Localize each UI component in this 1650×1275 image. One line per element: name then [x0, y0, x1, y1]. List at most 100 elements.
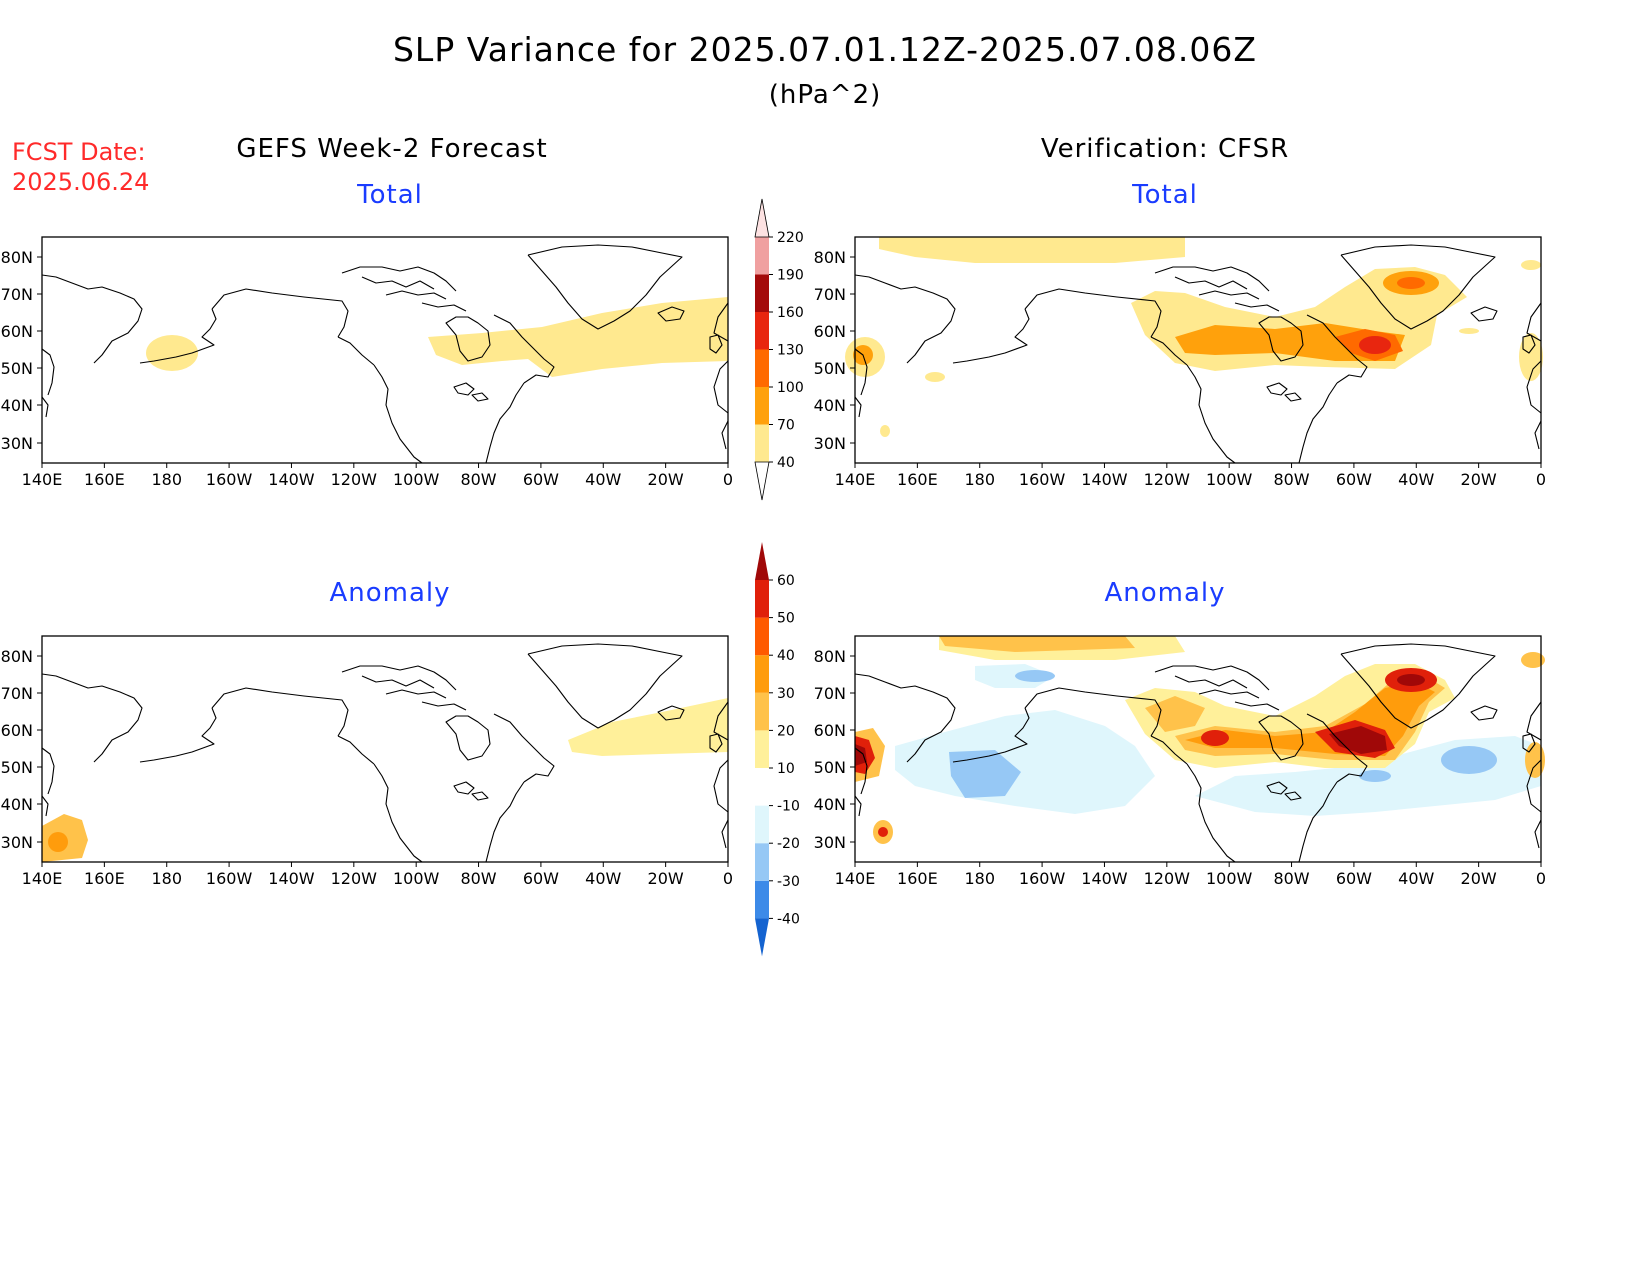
- lon-tick-label: 140E: [22, 470, 63, 489]
- colorbar-label: 160: [777, 305, 804, 321]
- colorbar-top-arrow: [754, 198, 770, 238]
- lon-tick-label: 160E: [897, 869, 938, 888]
- lon-tick-label: 100W: [1206, 869, 1253, 888]
- lon-tick-label: 140W: [268, 470, 315, 489]
- lat-tick-label: 30N: [1, 833, 33, 852]
- map-panel-verification-anomaly: [854, 635, 1545, 863]
- lon-tick-label: 140W: [1081, 470, 1128, 489]
- lon-tick-label: 120W: [331, 869, 378, 888]
- lon-tick-label: 100W: [393, 470, 440, 489]
- panel-title-forecast-anomaly: Anomaly: [329, 578, 451, 608]
- contour-fill: [845, 237, 1543, 437]
- lon-tick-label: 160E: [897, 470, 938, 489]
- colorbar-label: -10: [777, 799, 800, 815]
- lon-tick-label: 40W: [585, 869, 621, 888]
- contour-fill: [146, 297, 728, 377]
- lon-tick-label: 60W: [1336, 470, 1372, 489]
- lon-tick-label: 180: [151, 470, 182, 489]
- lon-tick-label: 0: [723, 470, 733, 489]
- lon-tick-label: 180: [964, 470, 995, 489]
- lon-tick-label: 120W: [1144, 869, 1191, 888]
- lat-tick-label: 40N: [814, 396, 846, 415]
- lat-tick-label: 50N: [814, 359, 846, 378]
- lon-tick-label: 60W: [1336, 869, 1372, 888]
- colorbar-total: 40 70 100 130 160 190 220: [754, 198, 804, 501]
- lon-tick-label: 60W: [523, 470, 559, 489]
- colorbar-swatch: [755, 312, 769, 350]
- lat-tick-label: 50N: [814, 758, 846, 777]
- lat-tick-label: 30N: [1, 434, 33, 453]
- panel-title-verification-total: Total: [1132, 180, 1198, 210]
- lon-tick-label: 160W: [1019, 869, 1066, 888]
- colorbar-swatch: [755, 349, 769, 387]
- lat-tick-label: 60N: [1, 322, 33, 341]
- lon-tick-label: 100W: [1206, 470, 1253, 489]
- colorbar-anomaly: -40 -30 -20 -10 10 20 30 40 50 60: [755, 542, 800, 957]
- lat-tick-label: 50N: [1, 758, 33, 777]
- colorbar-swatch: [755, 692, 769, 731]
- colorbar-label: -20: [777, 836, 800, 852]
- colorbar-bottom-arrow: [755, 918, 769, 957]
- lat-tick-label: 80N: [814, 647, 846, 666]
- lon-tick-label: 40W: [1398, 869, 1434, 888]
- lon-tick-label: 140E: [835, 470, 876, 489]
- right-column-heading: Verification: CFSR: [1040, 134, 1290, 164]
- colorbar-swatch: [755, 880, 769, 919]
- lat-tick-label: 30N: [814, 833, 846, 852]
- panel-title-verification-anomaly: Anomaly: [1104, 578, 1226, 608]
- colorbar-label: 50: [777, 611, 795, 627]
- lat-tick-label: 70N: [1, 285, 33, 304]
- forecast-date-value: 2025.06.24: [12, 168, 150, 196]
- lon-tick-label: 0: [1536, 869, 1546, 888]
- colorbar-label: 70: [777, 418, 795, 434]
- colorbar-swatch: [755, 805, 769, 844]
- lon-tick-label: 120W: [331, 470, 378, 489]
- lon-tick-label: 140W: [1081, 869, 1128, 888]
- lon-tick-label: 40W: [585, 470, 621, 489]
- lon-tick-label: 140W: [268, 869, 315, 888]
- lat-tick-label: 60N: [814, 721, 846, 740]
- colorbar-label: 30: [777, 686, 795, 702]
- lon-tick-label: 80W: [1273, 470, 1309, 489]
- lon-tick-label: 160E: [84, 869, 125, 888]
- colorbar-label: 100: [777, 380, 804, 396]
- map-panel-verification-total: [845, 236, 1543, 464]
- lon-tick-label: 20W: [648, 470, 684, 489]
- lon-tick-label: 40W: [1398, 470, 1434, 489]
- colorbar-label: 10: [777, 761, 795, 777]
- left-column-heading: GEFS Week-2 Forecast: [236, 134, 548, 164]
- lon-tick-label: 140E: [22, 869, 63, 888]
- colorbar-swatch: [755, 274, 769, 312]
- colorbar-label: 190: [777, 268, 804, 284]
- lat-tick-label: 70N: [814, 285, 846, 304]
- lon-tick-label: 160E: [84, 470, 125, 489]
- lat-tick-label: 60N: [1, 721, 33, 740]
- contour-fill: [42, 698, 728, 862]
- lon-tick-label: 180: [964, 869, 995, 888]
- figure-units: (hPa^2): [768, 80, 882, 110]
- colorbar-swatch: [755, 424, 769, 462]
- colorbar-label: 40: [777, 455, 795, 471]
- lon-tick-label: 20W: [1461, 470, 1497, 489]
- lat-tick-label: 70N: [1, 684, 33, 703]
- figure-title: SLP Variance for 2025.07.01.12Z-2025.07.…: [392, 30, 1258, 69]
- colorbar-swatch: [755, 580, 769, 618]
- lon-tick-label: 20W: [1461, 869, 1497, 888]
- lon-tick-label: 0: [1536, 470, 1546, 489]
- colorbar-label: 40: [777, 648, 795, 664]
- lon-tick-label: 20W: [648, 869, 684, 888]
- colorbar-swatch: [755, 655, 769, 693]
- colorbar-swatch: [755, 730, 769, 768]
- lon-tick-label: 60W: [523, 869, 559, 888]
- colorbar-label: -30: [777, 874, 800, 890]
- colorbar-swatch: [755, 843, 769, 881]
- colorbar-label: 60: [777, 573, 795, 589]
- colorbar-swatch: [755, 387, 769, 425]
- lon-tick-label: 100W: [393, 869, 440, 888]
- map-panel-forecast-anomaly: [41, 635, 729, 863]
- lon-tick-label: 160W: [206, 470, 253, 489]
- lat-tick-label: 80N: [814, 248, 846, 267]
- colorbar-label: 130: [777, 343, 804, 359]
- colorbar-label: 220: [777, 230, 804, 246]
- colorbar-label: 20: [777, 723, 795, 739]
